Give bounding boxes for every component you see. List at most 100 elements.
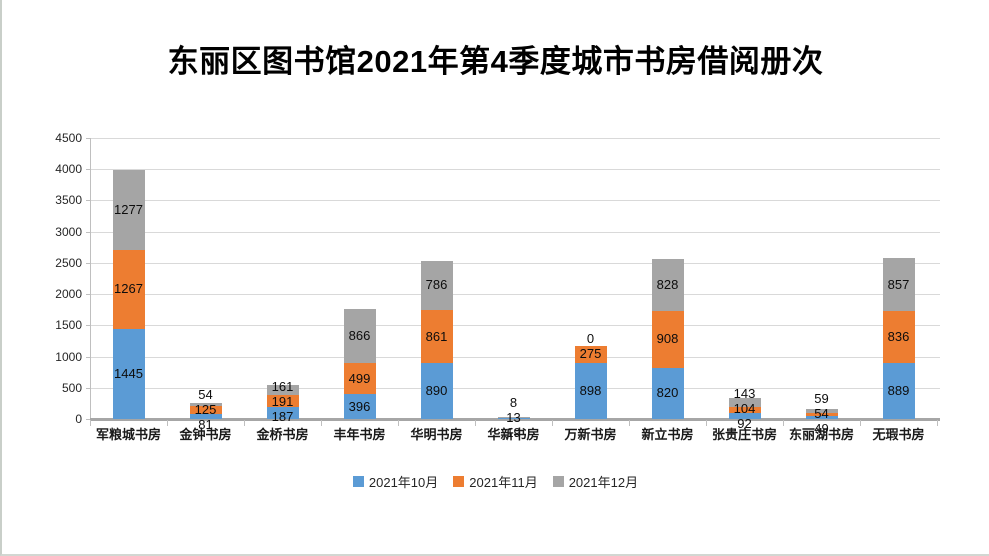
bar-segment — [574, 345, 607, 363]
y-axis-tick — [86, 200, 90, 202]
category-label: 丰年书房 — [333, 427, 386, 442]
bar-value-label: 143 — [733, 386, 756, 402]
legend-label: 2021年11月 — [469, 475, 538, 490]
x-axis-tick — [244, 420, 245, 426]
y-axis-tick — [86, 138, 90, 139]
x-axis-tick — [90, 420, 91, 426]
x-axis-tick — [398, 420, 399, 426]
y-axis-tick — [86, 294, 90, 296]
bar-segment — [343, 394, 376, 419]
bar-value-label: 187 — [271, 408, 294, 424]
bar-segment — [574, 362, 607, 419]
gridline — [90, 262, 940, 264]
category-label: 金桥书房 — [256, 427, 309, 442]
category-label: 东丽湖书房 — [788, 427, 855, 442]
bar-value-label: 92 — [737, 416, 752, 432]
bar-value-label: 59 — [814, 391, 829, 407]
y-axis-label: 4500 — [55, 131, 82, 145]
y-axis-tick — [86, 387, 90, 389]
category-label: 万新书房 — [564, 427, 617, 442]
gridline — [90, 169, 940, 171]
bar-segment — [343, 309, 376, 364]
legend-label: 2021年10月 — [368, 475, 439, 490]
x-axis-tick — [937, 420, 938, 426]
bar-segment — [266, 395, 299, 408]
y-axis-label: 0 — [75, 412, 82, 426]
legend-item: 2021年12月 — [552, 472, 639, 491]
category-label: 华新书房 — [487, 427, 540, 442]
y-axis-tick — [86, 231, 90, 233]
bar-value-label: 19 — [506, 424, 521, 440]
bar-segment — [728, 413, 761, 419]
legend-swatch-icon — [453, 476, 465, 487]
bar-value-label: 499 — [348, 370, 371, 386]
legend-swatch-icon — [352, 476, 364, 487]
bar-value-label: 836 — [887, 329, 910, 345]
bar-segment — [497, 417, 530, 419]
bar-value-label: 13 — [506, 409, 521, 425]
bar-segment — [651, 311, 684, 368]
y-axis-label: 3500 — [55, 193, 82, 208]
bar-segment — [266, 407, 299, 419]
bar-value-label: 275 — [579, 346, 602, 362]
bar-segment — [805, 412, 838, 416]
bar-segment — [189, 413, 222, 419]
gridline — [90, 294, 940, 296]
y-axis-label: 2500 — [55, 255, 82, 270]
legend-swatch-icon — [552, 476, 564, 487]
bar-value-label: 908 — [656, 331, 679, 347]
bar-value-label: 8 — [509, 394, 518, 410]
x-axis-tick — [783, 420, 784, 426]
bar-value-label: 191 — [271, 393, 294, 409]
bar-segment — [882, 311, 915, 364]
bar-segment — [805, 415, 838, 419]
x-axis-line — [90, 418, 940, 421]
bar-value-label: 1267 — [114, 281, 143, 297]
bar-value-label: 1277 — [114, 201, 143, 217]
legend-label: 2021年12月 — [568, 475, 639, 490]
bar-segment — [112, 328, 145, 419]
bar-segment — [728, 397, 761, 407]
bar-segment — [651, 367, 684, 419]
bar-value-label: 81 — [198, 417, 213, 433]
gridline — [90, 200, 940, 202]
bar-value-label: 786 — [425, 277, 448, 293]
bar-segment — [728, 406, 761, 414]
x-axis-tick — [552, 420, 553, 426]
bar-value-label: 125 — [194, 402, 217, 418]
bar-value-label: 49 — [814, 421, 829, 437]
gridline — [90, 387, 940, 389]
x-axis-tick — [860, 420, 861, 426]
y-axis-tick — [86, 419, 90, 420]
gridline — [90, 325, 940, 327]
bar-value-label: 898 — [579, 382, 602, 398]
bar-value-label: 861 — [425, 328, 448, 344]
bar-value-label: 857 — [887, 276, 910, 292]
bar-segment — [882, 257, 915, 312]
y-axis-label: 1500 — [55, 318, 82, 333]
category-label: 军粮城书房 — [95, 427, 162, 442]
x-axis-tick — [321, 420, 322, 426]
legend-item: 2021年10月 — [352, 472, 439, 491]
bar-value-label: 828 — [656, 277, 679, 293]
bar-segment — [882, 363, 915, 419]
x-axis-tick — [706, 420, 707, 426]
bar-segment — [651, 259, 684, 312]
y-axis-tick — [86, 169, 90, 171]
chart-title: 东丽区图书馆2021年第4季度城市书房借阅册次 — [167, 44, 824, 79]
bar-segment — [343, 363, 376, 395]
category-label: 张贵庄书房 — [711, 427, 778, 442]
category-label: 新立书房 — [641, 427, 694, 442]
bar-value-label: 54 — [198, 387, 213, 403]
y-axis-line — [90, 138, 91, 419]
category-label: 金钟书房 — [179, 427, 232, 442]
y-axis-tick — [86, 325, 90, 327]
x-axis-tick — [475, 420, 476, 426]
bar-segment — [112, 169, 145, 250]
y-axis-label: 2000 — [55, 287, 82, 302]
category-label: 无瑕书房 — [872, 427, 925, 442]
bar-segment — [420, 309, 453, 364]
gridline — [90, 231, 940, 233]
bar-value-label: 396 — [348, 398, 371, 414]
